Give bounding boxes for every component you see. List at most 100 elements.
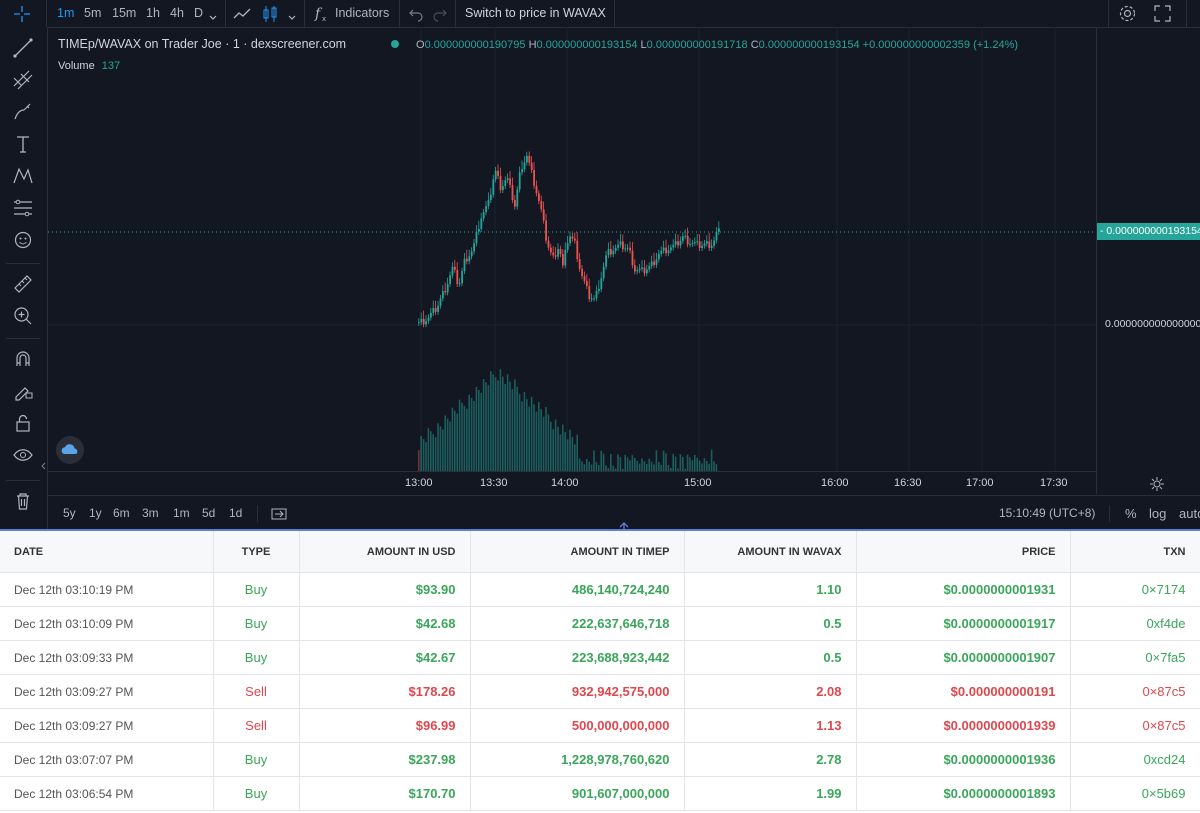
collapse-arrow-icon[interactable]	[40, 459, 47, 471]
trash-icon[interactable]	[9, 487, 37, 515]
trade-amount-timep: 901,607,000,000	[470, 776, 685, 811]
timeframe-1h[interactable]: 1h	[146, 6, 160, 20]
table-row[interactable]: Dec 12th 03:10:19 PM Buy $93.90 486,140,724…	[0, 572, 1200, 607]
timeframe-d[interactable]: D	[194, 6, 204, 20]
candle-body	[430, 312, 432, 318]
percent-scale-toggle[interactable]: %	[1125, 506, 1137, 521]
candle-body	[593, 298, 595, 300]
auto-scale-toggle[interactable]: auto	[1179, 506, 1200, 521]
range-1y[interactable]: 1y	[89, 506, 102, 520]
candlestick-chart-icon[interactable]	[260, 4, 280, 24]
ruler-icon[interactable]	[9, 270, 37, 298]
ohlc-change: +0.000000000002359 (+1.24%)	[862, 39, 1019, 51]
volume-bar	[425, 442, 427, 471]
time-axis[interactable]: 13:00 13:30 14:00 15:00 16:00 16:30 17:0…	[48, 471, 1096, 496]
volume-bar	[698, 460, 701, 471]
volume-bar	[497, 380, 499, 471]
volume-bar	[571, 437, 574, 471]
range-3m[interactable]: 3m	[142, 506, 159, 520]
candle-body	[684, 235, 687, 237]
ohlc-close: 0.000000000193154	[758, 39, 860, 51]
price-chart[interactable]: TIMEp/WAVAX on Trader Joe · 1 · dexscree…	[48, 27, 1096, 494]
table-row[interactable]: Dec 12th 03:09:27 PM Sell $96.99 500,000,00…	[0, 708, 1200, 743]
volume-bar	[665, 453, 667, 471]
volume-bar	[694, 455, 696, 471]
goto-date-icon[interactable]	[270, 505, 288, 523]
table-row[interactable]: Dec 12th 03:06:54 PM Buy $170.70 901,607,00…	[0, 776, 1200, 811]
trade-txn-link[interactable]: 0×7fa5	[1070, 640, 1200, 675]
table-row[interactable]: Dec 12th 03:09:27 PM Sell $178.26 932,942,5…	[0, 674, 1200, 709]
range-5y[interactable]: 5y	[63, 506, 76, 520]
candle-body	[482, 212, 485, 219]
time-tick: 15:00	[684, 477, 712, 489]
volume-bar	[641, 458, 643, 471]
trade-txn-link[interactable]: 0xcd24	[1070, 742, 1200, 777]
column-header-timep[interactable]: AMOUNT IN TIMEP	[470, 531, 685, 573]
switch-price-button[interactable]: Switch to price in WAVAX	[465, 6, 606, 20]
timeframe-1m[interactable]: 1m	[57, 6, 75, 20]
pattern-tool-icon[interactable]	[9, 162, 37, 190]
clock-display[interactable]: 15:10:49 (UTC+8)	[999, 506, 1096, 520]
lock-drawing-icon[interactable]	[9, 377, 37, 405]
column-header-wavax[interactable]: AMOUNT IN WAVAX	[684, 531, 857, 573]
scale-settings-icon[interactable]	[1147, 474, 1167, 494]
volume-bar	[574, 444, 576, 471]
table-row[interactable]: Dec 12th 03:10:09 PM Buy $42.68 222,637,646…	[0, 606, 1200, 641]
log-scale-toggle[interactable]: log	[1149, 506, 1167, 521]
crosshair-icon[interactable]	[10, 4, 34, 24]
volume-bar	[422, 439, 425, 471]
timeframe-5m[interactable]: 5m	[84, 6, 102, 20]
candle-body	[422, 318, 425, 325]
column-header-type[interactable]: TYPE	[213, 531, 300, 573]
trade-txn-link[interactable]: 0×7174	[1070, 572, 1200, 607]
undo-icon[interactable]	[407, 5, 425, 23]
lock-icon[interactable]	[9, 409, 37, 437]
trend-line-icon[interactable]	[9, 34, 37, 62]
volume-bar	[559, 434, 562, 471]
column-header-usd[interactable]: AMOUNT IN USD	[299, 531, 471, 573]
redo-icon[interactable]	[431, 5, 449, 23]
range-6m[interactable]: 6m	[113, 506, 130, 520]
trade-type: Buy	[213, 606, 300, 641]
table-row[interactable]: Dec 12th 03:07:07 PM Buy $237.98 1,228,978,…	[0, 742, 1200, 777]
trade-price: $0.0000000001939	[856, 708, 1071, 743]
trade-txn-link[interactable]: 0×87c5	[1070, 674, 1200, 709]
line-chart-icon[interactable]	[232, 4, 252, 24]
range-1d[interactable]: 1d	[229, 506, 243, 520]
volume-legend: Volume 137	[58, 60, 120, 72]
timeframe-15m[interactable]: 15m	[112, 6, 137, 20]
volume-bar	[526, 399, 528, 471]
column-header-txn[interactable]: TXN	[1070, 531, 1200, 573]
trade-txn-link[interactable]: 0xf4de	[1070, 606, 1200, 641]
timeframe-4h[interactable]: 4h	[170, 6, 184, 20]
magnet-icon[interactable]	[9, 345, 37, 373]
fullscreen-icon[interactable]	[1152, 3, 1173, 24]
column-header-date[interactable]: DATE	[0, 531, 214, 573]
range-1m[interactable]: 1m	[173, 506, 190, 520]
trade-txn-link[interactable]: 0×87c5	[1070, 708, 1200, 743]
indicators-button[interactable]: Indicators	[335, 6, 390, 20]
range-5d[interactable]: 5d	[202, 506, 216, 520]
volume-bar	[672, 453, 674, 471]
panel-resize-divider[interactable]	[0, 529, 1200, 531]
brush-icon[interactable]	[9, 98, 37, 126]
settings-gear-icon[interactable]	[1117, 3, 1138, 24]
price-scale[interactable]: - 0.000000000193154 0.000000000000000	[1096, 27, 1200, 494]
zoom-in-icon[interactable]	[9, 302, 37, 330]
column-header-price[interactable]: PRICE	[856, 531, 1071, 573]
eye-icon[interactable]	[9, 441, 37, 469]
emoji-icon[interactable]	[9, 226, 37, 254]
trade-txn-link[interactable]: 0×5b69	[1070, 776, 1200, 811]
chevron-down-icon[interactable]	[208, 9, 218, 20]
table-row[interactable]: Dec 12th 03:09:33 PM Buy $42.67 223,688,923…	[0, 640, 1200, 675]
price-scale-tick: 0.000000000000000	[1105, 318, 1200, 330]
cloud-logo-icon[interactable]	[56, 436, 84, 464]
measure-ranges-icon[interactable]	[9, 194, 37, 222]
text-tool-icon[interactable]	[9, 130, 37, 158]
pitchfork-icon[interactable]	[9, 66, 37, 94]
candle-body	[427, 317, 430, 321]
ohlc-o-label: O	[416, 39, 425, 51]
chevron-down-icon[interactable]	[287, 9, 297, 20]
trade-amount-timep: 1,228,978,760,620	[470, 742, 685, 777]
